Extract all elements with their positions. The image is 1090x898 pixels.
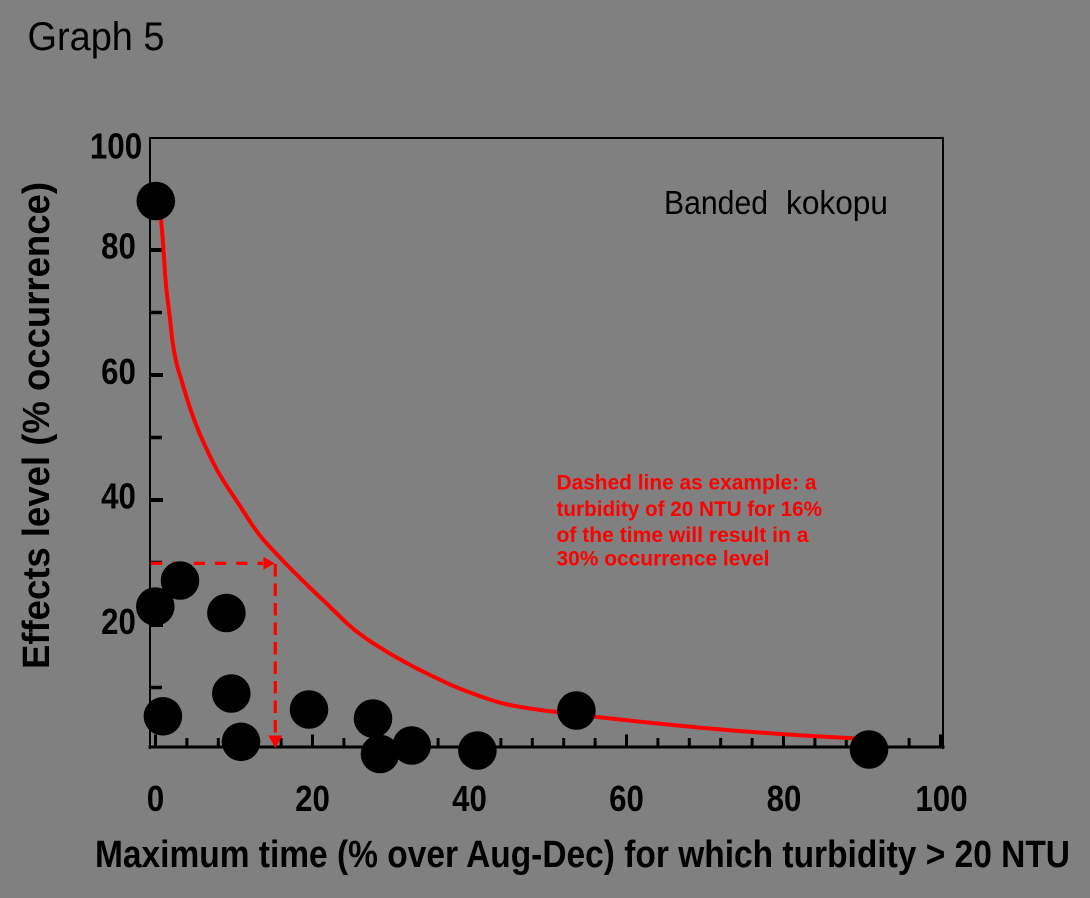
svg-text:80: 80 [101,226,136,267]
svg-text:20: 20 [101,601,136,642]
svg-text:20: 20 [295,778,330,819]
svg-text:kokopu: kokopu [786,184,888,221]
svg-text:Graph 5: Graph 5 [28,15,165,59]
svg-text:turbidity of 20 NTU for 16%: turbidity of 20 NTU for 16% [557,498,823,521]
svg-text:30% occurrence level: 30% occurrence level [557,547,770,570]
svg-text:60: 60 [609,778,644,819]
svg-text:0: 0 [147,778,165,819]
svg-text:Maximum time (% over Aug-Dec): Maximum time (% over Aug-Dec) for which … [95,834,1070,876]
svg-text:80: 80 [767,778,802,819]
svg-text:40: 40 [452,778,487,819]
svg-text:40: 40 [101,476,136,517]
svg-text:100: 100 [90,126,142,167]
svg-text:60: 60 [101,351,136,392]
svg-text:Banded: Banded [664,184,768,221]
svg-text:Dashed line as example: a: Dashed line as example: a [557,472,817,495]
svg-text:Effects level (% occurrence): Effects level (% occurrence) [16,182,58,669]
svg-text:of the time will result in a: of the time will result in a [557,524,809,547]
svg-text:100: 100 [915,778,967,819]
